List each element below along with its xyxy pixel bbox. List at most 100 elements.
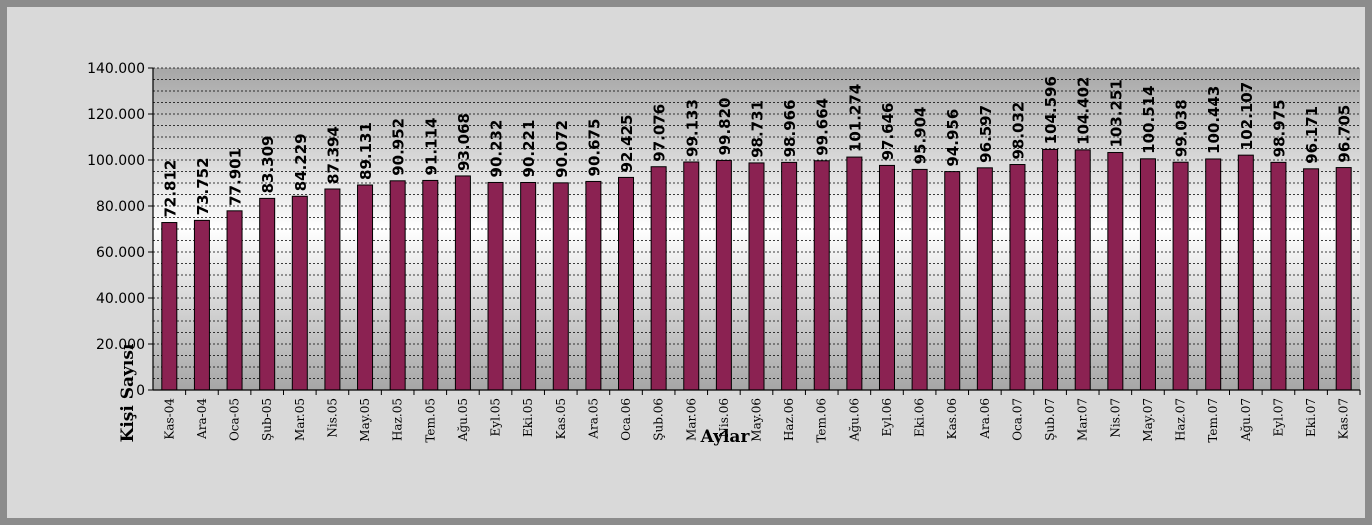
x-tick-label: Mar.07	[1076, 398, 1090, 441]
bar	[748, 162, 765, 391]
bar	[324, 188, 341, 391]
data-label: 99.038	[1173, 99, 1191, 157]
bar	[1042, 148, 1059, 391]
bar	[618, 176, 635, 391]
bar	[1009, 164, 1026, 391]
data-label: 98.731	[749, 100, 767, 158]
x-tick-label: Oca.07	[1010, 398, 1024, 441]
bar	[389, 180, 406, 391]
data-label: 91.114	[422, 118, 440, 176]
bar	[454, 175, 471, 391]
x-tick-label: Ağu.06	[847, 398, 861, 442]
x-tick-label: Eyl.06	[880, 398, 894, 436]
x-tick-label: Mar.06	[684, 398, 698, 441]
data-label: 90.232	[488, 120, 506, 178]
y-tick-label: 60.000	[96, 245, 145, 261]
bar	[1237, 154, 1254, 391]
x-tick-label: May.06	[750, 398, 764, 442]
x-tick-label: Eyl.07	[1271, 398, 1285, 436]
x-tick-label: Eki.07	[1304, 398, 1318, 437]
data-label: 100.514	[1140, 85, 1158, 153]
data-label: 103.251	[1107, 79, 1125, 147]
data-label: 90.072	[553, 120, 571, 178]
y-tick-label: 140.000	[87, 61, 145, 77]
data-label: 96.171	[1303, 106, 1321, 164]
x-tick-label: Oca-05	[228, 398, 242, 441]
x-tick-label: Eki.06	[913, 398, 927, 437]
data-label: 99.664	[814, 98, 832, 156]
data-label: 102.107	[1238, 82, 1256, 150]
x-tick-label: Eyl.05	[489, 398, 503, 436]
x-tick-label: Nis.07	[1108, 398, 1122, 438]
bar	[357, 184, 374, 391]
x-tick-label: Şub.06	[652, 398, 666, 441]
y-tick-label: 0	[136, 383, 145, 399]
x-axis-title: Aylar	[700, 427, 751, 447]
bar	[226, 210, 243, 391]
bar	[585, 180, 602, 391]
data-label: 90.221	[520, 120, 538, 178]
data-label: 94.956	[944, 109, 962, 167]
x-tick-label: Kas-04	[162, 398, 176, 440]
bar	[944, 171, 961, 391]
bar	[487, 181, 504, 391]
data-label: 101.274	[846, 84, 864, 152]
data-label: 77.901	[227, 148, 245, 206]
gridlines	[153, 67, 1360, 391]
data-label: 104.596	[1042, 76, 1060, 144]
data-label: 99.820	[716, 98, 734, 156]
bar	[1335, 167, 1352, 391]
bars	[161, 148, 1352, 391]
data-label: 97.646	[879, 103, 897, 161]
x-tick-label: Tem.07	[1206, 398, 1220, 443]
y-tick-label: 20.000	[96, 337, 145, 353]
x-tick-label: Mar.05	[293, 398, 307, 441]
x-tick-label: Haz.06	[782, 398, 796, 441]
x-tick-label: Ara.05	[586, 398, 600, 440]
data-label: 96.705	[1336, 105, 1354, 163]
x-tick-label: Ara-04	[195, 398, 209, 440]
data-label: 87.394	[324, 126, 342, 184]
x-tick-label: May.05	[358, 398, 372, 442]
data-label: 93.068	[455, 113, 473, 171]
bar	[161, 222, 178, 391]
bar	[259, 197, 276, 391]
x-tick-label: May.07	[1141, 398, 1155, 442]
x-tick-label: Kas.07	[1337, 398, 1351, 439]
bar	[1107, 152, 1124, 391]
x-tick-label: Haz.05	[391, 398, 405, 441]
x-tick-label: Şub.07	[1043, 398, 1057, 441]
bar	[1270, 161, 1287, 391]
data-label: 83.309	[259, 135, 277, 193]
bar	[878, 164, 895, 391]
bar	[781, 161, 798, 391]
y-tick-label: 120.000	[87, 107, 145, 123]
x-tick-label: Ağu.05	[456, 398, 470, 442]
bar	[193, 219, 210, 391]
data-label: 84.229	[292, 133, 310, 191]
x-tick-label: Ağu.07	[1239, 398, 1253, 442]
data-labels: 72.812 73.752 77.901 83.309 84.229 87.394 89.1…	[161, 76, 1353, 217]
data-label: 95.904	[912, 107, 930, 165]
data-label: 90.952	[390, 118, 408, 176]
data-label: 89.131	[357, 122, 375, 180]
data-label: 73.752	[194, 157, 212, 215]
bar	[291, 195, 308, 391]
x-tick-label: Kas.05	[554, 398, 568, 439]
bar	[650, 166, 667, 391]
x-tick-label: Nis.06	[717, 398, 731, 438]
data-label: 98.975	[1270, 99, 1288, 157]
bar	[715, 159, 732, 391]
x-tick-label: Eki.05	[521, 398, 535, 437]
bar	[1172, 161, 1189, 391]
data-label: 98.032	[1009, 102, 1027, 160]
data-label: 98.966	[781, 99, 799, 157]
bar	[422, 179, 439, 391]
y-axis-title: Kişi Sayısı	[118, 343, 138, 442]
y-tick-label: 80.000	[96, 199, 145, 215]
bar	[1303, 168, 1320, 391]
x-tick-label: Tem.05	[423, 398, 437, 443]
axes: 0 20.000 40.000 60.000 80.000 100.000 120.000 1…	[87, 61, 1361, 443]
data-label: 92.425	[618, 115, 636, 173]
